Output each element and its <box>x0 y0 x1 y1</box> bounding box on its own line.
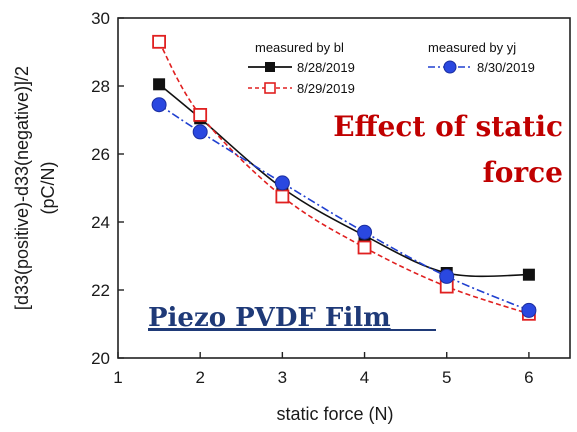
x-tick-label: 3 <box>278 368 287 387</box>
legend-group-yj: measured by yj <box>428 40 516 55</box>
y-tick-label: 30 <box>91 9 110 28</box>
legend-label-0829: 8/29/2019 <box>297 81 355 96</box>
legend-label-0828: 8/28/2019 <box>297 60 355 75</box>
y-tick-label: 28 <box>91 77 110 96</box>
x-tick-label: 5 <box>442 368 451 387</box>
data-point <box>152 34 166 49</box>
data-point <box>357 224 373 240</box>
legend-label-0830: 8/30/2019 <box>477 60 535 75</box>
data-point <box>522 268 535 281</box>
data-point <box>274 175 290 191</box>
x-tick-label: 6 <box>524 368 533 387</box>
data-point <box>521 302 537 318</box>
y-tick-label: 24 <box>91 213 110 232</box>
legend-group-bl: measured by bl <box>255 40 344 55</box>
annotation-effect-line1: Effect of static <box>333 110 563 143</box>
legend-marker-0830 <box>443 60 457 74</box>
plot-frame <box>117 17 571 359</box>
y-tick-label: 22 <box>91 281 110 300</box>
legend-marker-0829 <box>264 82 276 94</box>
y-axis-title-line1: [d33(positive)-d33(negative)]/2 <box>12 66 32 310</box>
x-axis-title: static force (N) <box>276 404 393 424</box>
series-markers <box>151 34 537 321</box>
annotation-film: Piezo PVDF Film <box>148 303 391 333</box>
legend-marker-0828 <box>265 62 275 72</box>
legend: measured by bl measured by yj 8/28/2019 … <box>248 40 535 96</box>
axis-ticks: 1 2 3 4 5 6 20 22 24 26 28 30 <box>91 9 534 387</box>
x-tick-label: 2 <box>195 368 204 387</box>
data-point <box>439 268 455 284</box>
data-point <box>151 97 167 113</box>
y-tick-label: 20 <box>91 349 110 368</box>
data-point <box>153 78 166 91</box>
data-point <box>357 240 372 255</box>
x-tick-label: 1 <box>113 368 122 387</box>
data-point <box>192 124 208 140</box>
data-point <box>275 189 290 204</box>
y-tick-label: 26 <box>91 145 110 164</box>
data-point <box>193 108 208 122</box>
annotation-effect-line2: force <box>483 156 563 189</box>
x-tick-label: 4 <box>360 368 369 387</box>
y-axis-title-line2: (pC/N) <box>38 162 58 215</box>
